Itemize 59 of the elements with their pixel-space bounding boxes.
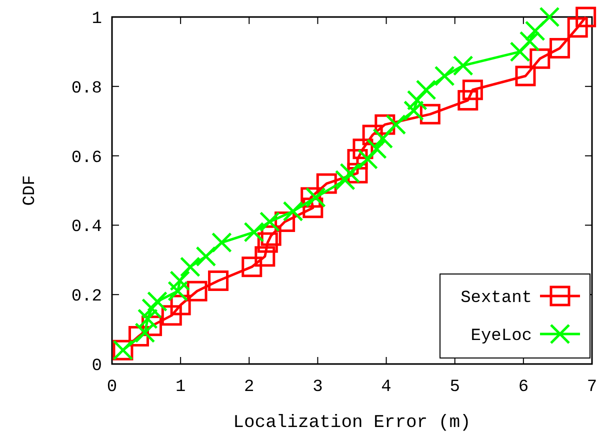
point	[137, 308, 158, 330]
point	[515, 66, 536, 86]
point	[211, 232, 232, 253]
point	[524, 20, 546, 42]
point	[576, 6, 596, 28]
x-tick-label: 0	[106, 378, 118, 397]
point	[366, 138, 387, 160]
point	[305, 187, 326, 208]
point	[403, 100, 424, 121]
point	[257, 232, 278, 253]
point	[434, 66, 455, 86]
point	[196, 246, 216, 267]
x-tick-label: 5	[450, 378, 460, 397]
point	[340, 162, 360, 184]
x-tick-label: 1	[175, 378, 186, 397]
point	[242, 256, 262, 278]
point	[244, 222, 264, 242]
point	[186, 280, 208, 302]
x-tick-label: 6	[518, 378, 529, 397]
point	[567, 17, 588, 38]
y-tick-label: 0.2	[71, 288, 102, 307]
y-axis-title: CDF	[21, 175, 40, 206]
y-tick-label: 0.4	[71, 218, 102, 238]
point	[550, 38, 570, 58]
x-axis-title: Localization Error (m)	[233, 413, 471, 433]
point	[539, 6, 560, 28]
x-tick-label: 2	[244, 378, 254, 397]
point	[386, 114, 406, 135]
point	[510, 41, 530, 62]
point	[282, 201, 304, 222]
point	[530, 48, 550, 69]
legend-label: EyeLoc	[470, 327, 532, 346]
x-tick-label: 3	[312, 378, 323, 397]
point	[406, 90, 428, 111]
point	[458, 90, 478, 111]
point	[462, 80, 483, 100]
point	[170, 270, 190, 291]
point	[372, 128, 394, 149]
point	[147, 291, 168, 312]
point	[142, 298, 162, 319]
y-tick-label: 0.8	[71, 79, 102, 98]
x-tick-label: 7	[586, 378, 598, 397]
point	[334, 170, 356, 190]
x-tick-label: 4	[381, 378, 392, 397]
point	[254, 246, 276, 267]
point	[168, 280, 188, 302]
point	[519, 31, 540, 52]
point	[358, 149, 378, 170]
point	[416, 80, 436, 100]
legend-label: Sextant	[460, 289, 532, 308]
point	[161, 305, 182, 326]
y-tick-label: 1	[92, 10, 102, 29]
y-tick-label: 0.6	[71, 148, 102, 168]
point	[208, 270, 229, 291]
point	[259, 211, 280, 232]
point	[452, 55, 474, 76]
point	[134, 322, 156, 344]
y-tick-label: 0	[92, 357, 102, 376]
point	[180, 256, 200, 278]
